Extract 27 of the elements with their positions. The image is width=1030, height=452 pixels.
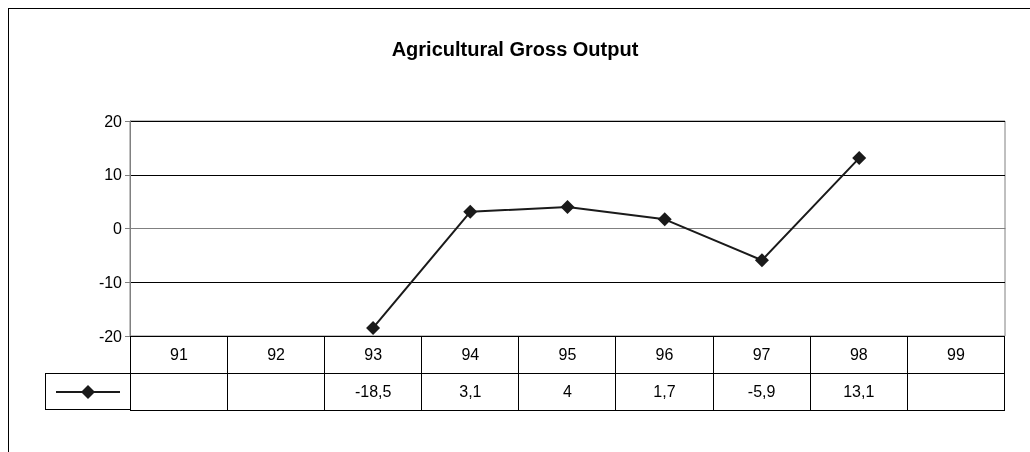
- data-label: 1,7: [615, 373, 713, 411]
- x-tick-label: 93: [324, 336, 422, 374]
- y-tick-label: -20: [98, 327, 123, 345]
- data-label: -5,9: [713, 373, 811, 411]
- x-tick-label: 98: [810, 336, 908, 374]
- point: [366, 320, 381, 335]
- data-label: 4: [518, 373, 616, 411]
- y-tick-label: 0: [113, 220, 123, 237]
- point: [463, 204, 478, 219]
- x-tick-label: 95: [518, 336, 616, 374]
- x-tick-label: 97: [713, 336, 811, 374]
- x-tick-label: 99: [907, 336, 1005, 374]
- point: [657, 212, 672, 227]
- y-tick-label: 10: [104, 166, 123, 184]
- x-tick-label: 96: [615, 336, 713, 374]
- data-label: 13,1: [810, 373, 908, 411]
- chart-title: Agricultural Gross Output: [391, 38, 639, 60]
- y-tick-label: 20: [104, 112, 123, 130]
- data-label: 3,1: [421, 373, 519, 411]
- x-tick-label: 91: [130, 336, 228, 374]
- x-tick-label: 94: [421, 336, 519, 374]
- point: [852, 151, 867, 166]
- data-label: -18,5: [324, 373, 422, 411]
- y-tick-label: -10: [98, 273, 123, 291]
- x-tick-label: 92: [227, 336, 325, 374]
- point: [754, 253, 769, 268]
- point: [560, 200, 575, 214]
